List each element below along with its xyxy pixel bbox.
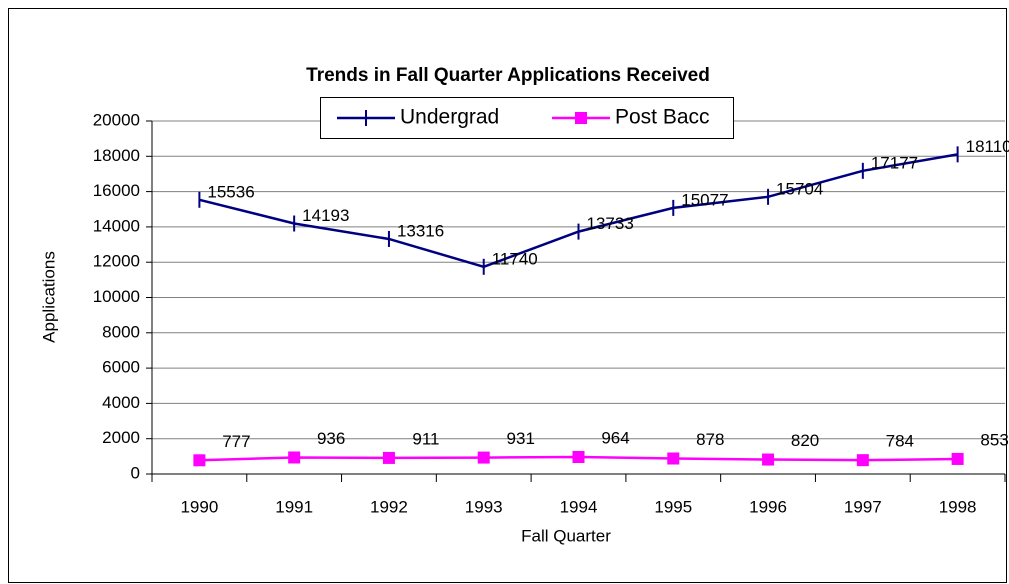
data-label: 853	[980, 430, 1008, 449]
data-label: 931	[507, 429, 535, 448]
data-label: 964	[601, 428, 629, 447]
marker	[193, 454, 206, 467]
chart-title: Trends in Fall Quarter Applications Rece…	[306, 65, 710, 86]
y-tick-label: 16000	[93, 181, 140, 200]
data-label: 936	[317, 429, 345, 448]
data-label: 911	[412, 429, 439, 448]
x-tick-label: 1995	[654, 497, 692, 516]
data-label: 11740	[492, 249, 538, 268]
chart-frame	[8, 8, 1007, 583]
y-tick-label: 2000	[102, 428, 140, 447]
x-tick-label: 1998	[939, 497, 977, 516]
y-tick-label: 10000	[93, 287, 140, 306]
marker	[856, 454, 869, 467]
data-label: 777	[222, 432, 250, 451]
x-tick-label: 1994	[560, 497, 598, 516]
data-label: 14193	[302, 206, 349, 225]
data-label: 820	[791, 431, 819, 450]
marker	[951, 452, 964, 465]
y-axis-label: Applications	[39, 251, 58, 343]
legend-marker	[575, 112, 587, 124]
data-label: 15704	[776, 179, 823, 198]
marker	[572, 450, 585, 463]
marker	[762, 453, 775, 466]
marker	[477, 451, 490, 464]
x-tick-label: 1991	[275, 497, 313, 516]
data-label: 878	[696, 430, 724, 449]
marker	[288, 451, 301, 464]
data-label: 13316	[397, 221, 444, 240]
x-tick-label: 1997	[844, 497, 882, 516]
data-label: 784	[886, 432, 914, 451]
legend-label: Undergrad	[400, 106, 499, 129]
marker	[382, 451, 395, 464]
y-tick-label: 12000	[93, 252, 140, 271]
y-tick-label: 6000	[102, 358, 140, 377]
y-tick-label: 8000	[102, 322, 140, 341]
x-axis-label: Fall Quarter	[521, 526, 611, 545]
data-label: 15536	[207, 182, 254, 201]
x-tick-label: 1993	[465, 497, 503, 516]
x-tick-label: 1990	[180, 497, 218, 516]
legend-label: Post Bacc	[615, 106, 710, 129]
y-tick-label: 4000	[102, 393, 140, 412]
data-label: 18110	[966, 137, 1009, 156]
data-label: 15077	[681, 190, 728, 209]
y-tick-label: 20000	[93, 110, 140, 129]
data-label: 17177	[871, 153, 918, 172]
x-tick-label: 1996	[749, 497, 787, 516]
y-tick-label: 0	[131, 463, 140, 482]
x-tick-label: 1992	[370, 497, 408, 516]
y-tick-label: 18000	[93, 146, 140, 165]
data-label: 13733	[587, 214, 634, 233]
y-tick-label: 14000	[93, 216, 140, 235]
marker	[667, 452, 680, 465]
